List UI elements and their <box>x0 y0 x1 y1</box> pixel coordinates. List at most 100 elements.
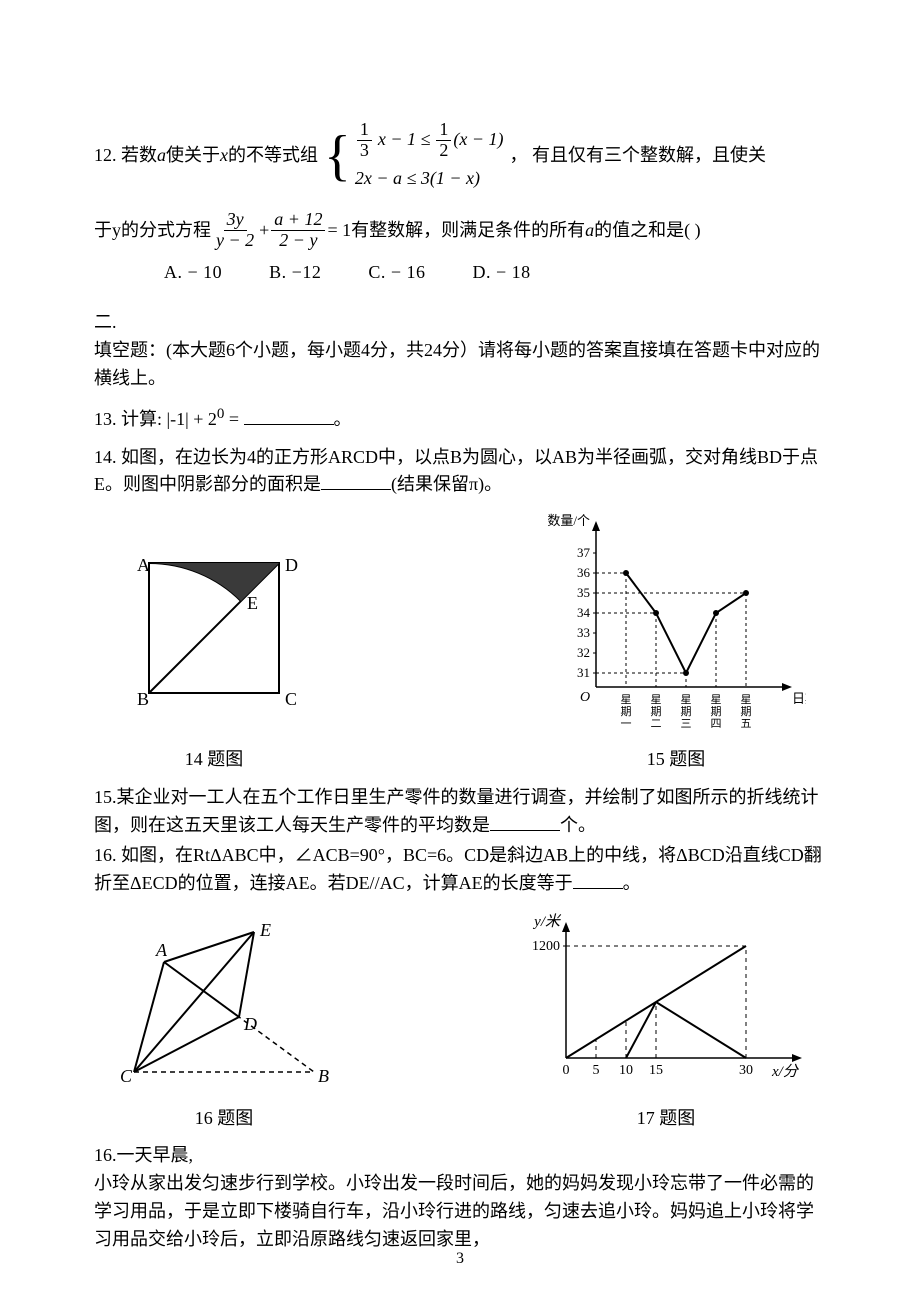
svg-text:10: 10 <box>619 1063 633 1078</box>
question-12: 12. 若数 a 使关于 x 的不等式组 { 13 x − 1 ≤ 12 (x … <box>94 120 826 287</box>
ineq1-tail: (x − 1) <box>453 126 503 154</box>
q16b-head: 16.一天早晨, <box>94 1142 826 1170</box>
svg-text:15: 15 <box>649 1063 663 1078</box>
fig15-points <box>623 570 749 676</box>
svg-text:34: 34 <box>577 605 591 620</box>
svg-text:星: 星 <box>621 693 632 706</box>
fig17-svg: y/米 x/分 1200 0 5 10 15 30 <box>516 912 816 1092</box>
svg-text:O: O <box>580 690 590 705</box>
q13-blank <box>244 406 334 425</box>
svg-text:31: 31 <box>577 665 590 680</box>
q12-line2: 于y的分式方程 3yy − 2 + a + 122 − y = 1 有整数解，则… <box>94 210 826 251</box>
q15-blank <box>490 812 560 831</box>
brace-system: { 13 x − 1 ≤ 12 (x − 1) 2x − a ≤ 3(1 − x… <box>324 120 504 192</box>
question-13: 13. 计算: |-1| + 20 = 。 <box>94 403 826 434</box>
plus-sign: + <box>259 217 269 245</box>
q15-tail: 个。 <box>560 815 596 835</box>
question-15: 15.某企业对一工人在五个工作日里生产零件的数量进行调查，并绘制了如图所示的折线… <box>94 784 826 840</box>
svg-text:C: C <box>120 1066 133 1086</box>
q16b-body: 小玲从家出发匀速步行到学校。小玲出发一段时间后，她的妈妈发现小玲忘带了一件必需的… <box>94 1170 826 1254</box>
fig17-caption: 17 题图 <box>516 1105 816 1133</box>
section-2: 二. 填空题：(本大题6个小题，每小题4分，共24分）请将每小题的答案直接填在答… <box>94 309 826 393</box>
svg-text:A: A <box>155 940 168 960</box>
svg-text:五: 五 <box>741 718 752 730</box>
fig14-caption: 14 题图 <box>114 746 314 774</box>
fig15-guides <box>596 573 746 687</box>
figure-row-1: A D B C E 14 题图 数量/个 日期 O <box>94 513 826 774</box>
svg-text:星: 星 <box>651 693 662 706</box>
q12-mid3: ， 有且仅有三个整数解，且使关 <box>510 142 767 170</box>
f2-den: 2 − y <box>276 231 320 251</box>
figure-row-2: A C B D E 16 题图 y/米 x/分 1200 <box>94 912 826 1133</box>
var-a: a <box>157 142 166 170</box>
svg-text:D: D <box>243 1014 257 1034</box>
opt-a: A. − 10 <box>164 262 222 282</box>
svg-text:x/分: x/分 <box>771 1063 800 1080</box>
figure-17: y/米 x/分 1200 0 5 10 15 30 <box>516 912 816 1133</box>
svg-text:星: 星 <box>681 693 692 706</box>
fig14-D: D <box>285 555 298 575</box>
fig14-A: A <box>137 555 150 575</box>
svg-text:36: 36 <box>577 565 591 580</box>
section2-intro: 填空题：(本大题6个小题，每小题4分，共24分）请将每小题的答案直接填在答题卡中… <box>94 337 826 393</box>
svg-text:y/米: y/米 <box>532 913 562 930</box>
svg-text:B: B <box>318 1066 329 1086</box>
fig15-xticks: 星期一 星期二 星期三 星期四 星期五 <box>621 693 752 730</box>
q15-text: 15.某企业对一工人在五个工作日里生产零件的数量进行调查，并绘制了如图所示的折线… <box>94 787 819 835</box>
svg-text:期: 期 <box>741 705 752 718</box>
svg-text:33: 33 <box>577 625 590 640</box>
q13-eq: = <box>224 409 243 429</box>
q14-blank <box>321 471 391 490</box>
svg-text:期: 期 <box>621 705 632 718</box>
f2-num: a + 12 <box>271 210 325 231</box>
opt-d: D. − 18 <box>473 262 531 282</box>
opt-b: B. −12 <box>269 262 321 282</box>
f1-den: y − 2 <box>213 231 257 251</box>
fig15-yticks: 31 32 33 34 35 36 37 <box>577 545 596 680</box>
svg-text:星: 星 <box>711 693 722 706</box>
var-x: x <box>220 142 228 170</box>
q16a-text: 16. 如图，在RtΔABC中，∠ACB=90°，BC=6。CD是斜边AB上的中… <box>94 845 822 893</box>
q16a-tail: 。 <box>623 873 641 893</box>
fig14-svg: A D B C E <box>114 543 314 733</box>
svg-text:星: 星 <box>741 693 752 706</box>
q12-mid2: 的不等式组 <box>228 142 318 170</box>
figure-16: A C B D E 16 题图 <box>104 912 344 1133</box>
svg-text:三: 三 <box>681 718 692 730</box>
q13-pre: 13. 计算: |-1| + 2 <box>94 409 217 429</box>
page-number: 3 <box>0 1247 920 1272</box>
svg-text:期: 期 <box>681 705 692 718</box>
q13-tail: 。 <box>334 409 352 429</box>
q12-l2-tail: 的值之和是( ) <box>594 217 701 245</box>
exam-page: 12. 若数 a 使关于 x 的不等式组 { 13 x − 1 ≤ 12 (x … <box>0 0 920 1302</box>
opt-c: C. − 16 <box>368 262 425 282</box>
svg-text:30: 30 <box>739 1063 753 1078</box>
question-14: 14. 如图，在边长为4的正方形ARCD中，以点B为圆心，以AB为半径画弧，交对… <box>94 444 826 500</box>
ineq1-mid: x − 1 ≤ <box>378 126 431 154</box>
fig17-xticks: 0 5 10 15 30 <box>563 1063 754 1078</box>
q12-l2-pre: 于y的分式方程 <box>94 217 211 245</box>
ineq1-num2: 1 <box>436 120 451 141</box>
q12-prefix: 12. 若数 <box>94 142 157 170</box>
svg-text:1200: 1200 <box>532 939 560 954</box>
f1-num: 3y <box>224 210 247 231</box>
fig15-svg: 数量/个 日期 O 31 32 33 34 35 36 37 <box>546 513 806 733</box>
svg-text:E: E <box>259 920 271 940</box>
svg-text:37: 37 <box>577 545 591 560</box>
fig14-E: E <box>247 593 258 613</box>
svg-text:二: 二 <box>651 718 662 730</box>
ineq1-den2: 2 <box>436 141 451 161</box>
q16a-blank <box>573 870 623 889</box>
figure-15: 数量/个 日期 O 31 32 33 34 35 36 37 <box>546 513 806 774</box>
fig15-xlabel: 日期 <box>792 691 806 706</box>
svg-text:期: 期 <box>651 705 662 718</box>
fig16-caption: 16 题图 <box>104 1105 344 1133</box>
q12-l2-post: 有整数解，则满足条件的所有 <box>351 217 585 245</box>
ineq1: 13 x − 1 ≤ 12 (x − 1) <box>355 120 504 161</box>
question-16b: 16.一天早晨, 小玲从家出发匀速步行到学校。小玲出发一段时间后，她的妈妈发现小… <box>94 1142 826 1254</box>
figure-14: A D B C E 14 题图 <box>114 543 314 774</box>
q14-tail: (结果保留π)。 <box>391 474 502 494</box>
q12-options: A. − 10 B. −12 C. − 16 D. − 18 <box>94 259 826 287</box>
fig16-svg: A C B D E <box>104 912 344 1092</box>
ineq2: 2x − a ≤ 3(1 − x) <box>355 165 504 193</box>
